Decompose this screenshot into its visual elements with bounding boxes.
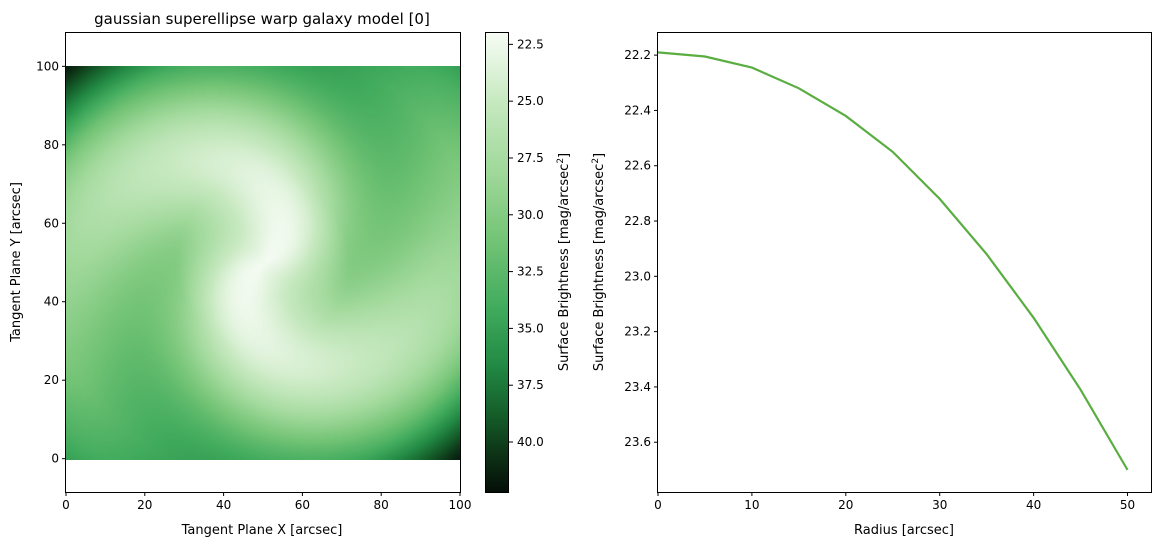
colorbar-tick-label: 40.0 [517,435,544,449]
profile-x-label: Radius [arcsec] [854,523,954,538]
heatmap-x-tick-label: 100 [449,498,472,512]
heatmap-x-tick-label: 60 [295,498,310,512]
profile-x-ticks: 0 10 20 30 40 50 [654,492,1135,512]
radial-profile-panel: 0 10 20 30 40 50 22.2 22.4 22.6 22.8 23.0 23.2 23.4… [591,32,1152,538]
profile-x-tick-label: 40 [1026,498,1041,512]
colorbar-gradient [485,32,509,493]
heatmap-y-ticks: 0 20 40 60 80 100 [36,59,66,466]
colorbar-tick-label: 22.5 [517,37,544,51]
colorbar-tick-label: 27.5 [517,151,544,165]
heatmap-y-label: Tangent Plane Y [arcsec] [9,182,24,343]
profile-x-tick-label: 50 [1120,498,1135,512]
colorbar-tick-label: 32.5 [517,265,544,279]
profile-y-tick-label: 22.4 [624,103,651,117]
profile-y-tick-label: 23.0 [624,269,651,283]
heatmap-y-tick-label: 20 [44,373,59,387]
profile-y-tick-label: 22.8 [624,214,651,228]
heatmap-title: gaussian superellipse warp galaxy model … [94,10,430,28]
colorbar-label: Surface Brightness [mag/arcsec2] [556,153,572,371]
profile-series-line [657,51,1129,471]
colorbar-tick-label: 25.0 [517,94,544,108]
profile-axes-frame [657,32,1152,493]
profile-y-tick-label: 22.2 [624,48,651,62]
colorbar-frame [485,32,509,493]
profile-y-ticks: 22.2 22.4 22.6 22.8 23.0 23.2 23.4 23.6 [624,48,658,449]
heatmap-x-label: Tangent Plane X [arcsec] [181,523,343,538]
heatmap-y-tick-label: 100 [36,59,59,73]
colorbar-tick-label: 30.0 [517,208,544,222]
profile-y-tick-label: 23.6 [624,435,651,449]
profile-y-tick-label: 23.4 [624,380,651,394]
heatmap-y-tick-label: 60 [44,216,59,230]
galaxy-image [66,66,460,460]
heatmap-x-tick-label: 80 [374,498,389,512]
profile-x-tick-label: 0 [654,498,662,512]
profile-y-tick-label: 23.2 [624,325,651,339]
colorbar-tick-label: 37.5 [517,378,544,392]
heatmap-x-tick-label: 0 [62,498,70,512]
colorbar-ticks: 22.5 25.0 27.5 30.0 32.5 35.0 37.5 40.0 [509,37,544,449]
heatmap-y-tick-label: 0 [51,452,59,466]
profile-x-tick-label: 20 [838,498,853,512]
profile-x-tick-label: 30 [932,498,947,512]
galaxy-model-panel: gaussian superellipse warp galaxy model … [9,10,471,538]
colorbar-tick-label: 35.0 [517,321,544,335]
heatmap-y-tick-label: 40 [44,295,59,309]
heatmap-x-tick-label: 20 [137,498,152,512]
heatmap-y-tick-label: 80 [44,138,59,152]
heatmap-x-ticks: 0 20 40 60 80 100 [62,492,471,512]
colorbar: 22.5 25.0 27.5 30.0 32.5 35.0 37.5 40.0 Surface… [485,32,572,493]
heatmap-axes-frame [65,32,461,493]
profile-y-tick-label: 22.6 [624,159,651,173]
heatmap-x-tick-label: 40 [216,498,231,512]
profile-x-tick-label: 10 [744,498,759,512]
profile-y-label: Surface Brightness [mag/arcsec2] [591,153,607,371]
